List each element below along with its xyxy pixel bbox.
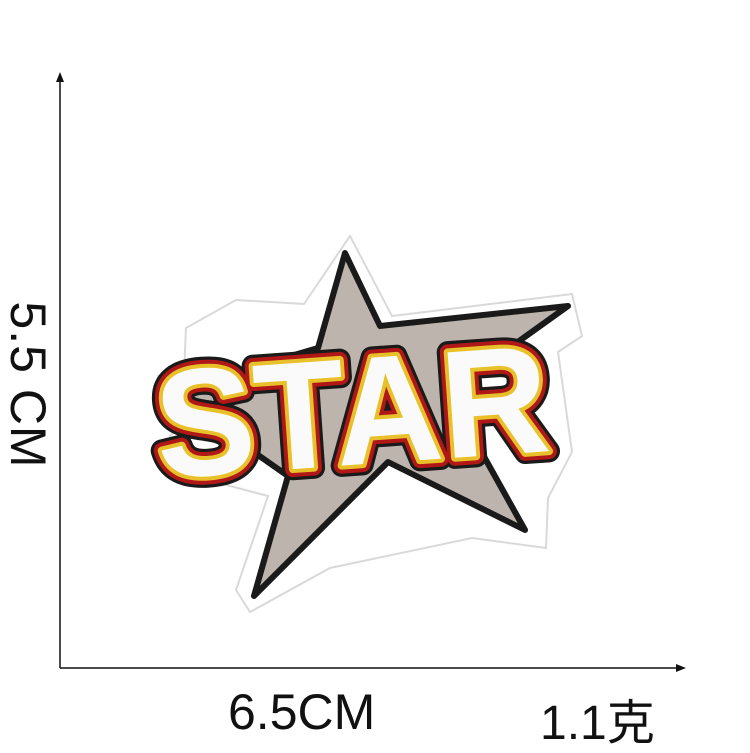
star-letters-yellow: STAR [150, 313, 555, 512]
star-lettering: STAR STAR STAR STAR [139, 302, 566, 523]
weight-label: 1.1克 [540, 697, 655, 750]
star-letters-red: STAR [150, 313, 555, 512]
width-dimension-label: 6.5CM [228, 684, 376, 740]
horizontal-axis-arrow [676, 664, 686, 672]
vertical-axis-arrow [56, 72, 64, 82]
star-letters-outline: STAR [150, 313, 555, 512]
star-shape [165, 250, 571, 599]
star-letters-fill: STAR [150, 313, 555, 512]
